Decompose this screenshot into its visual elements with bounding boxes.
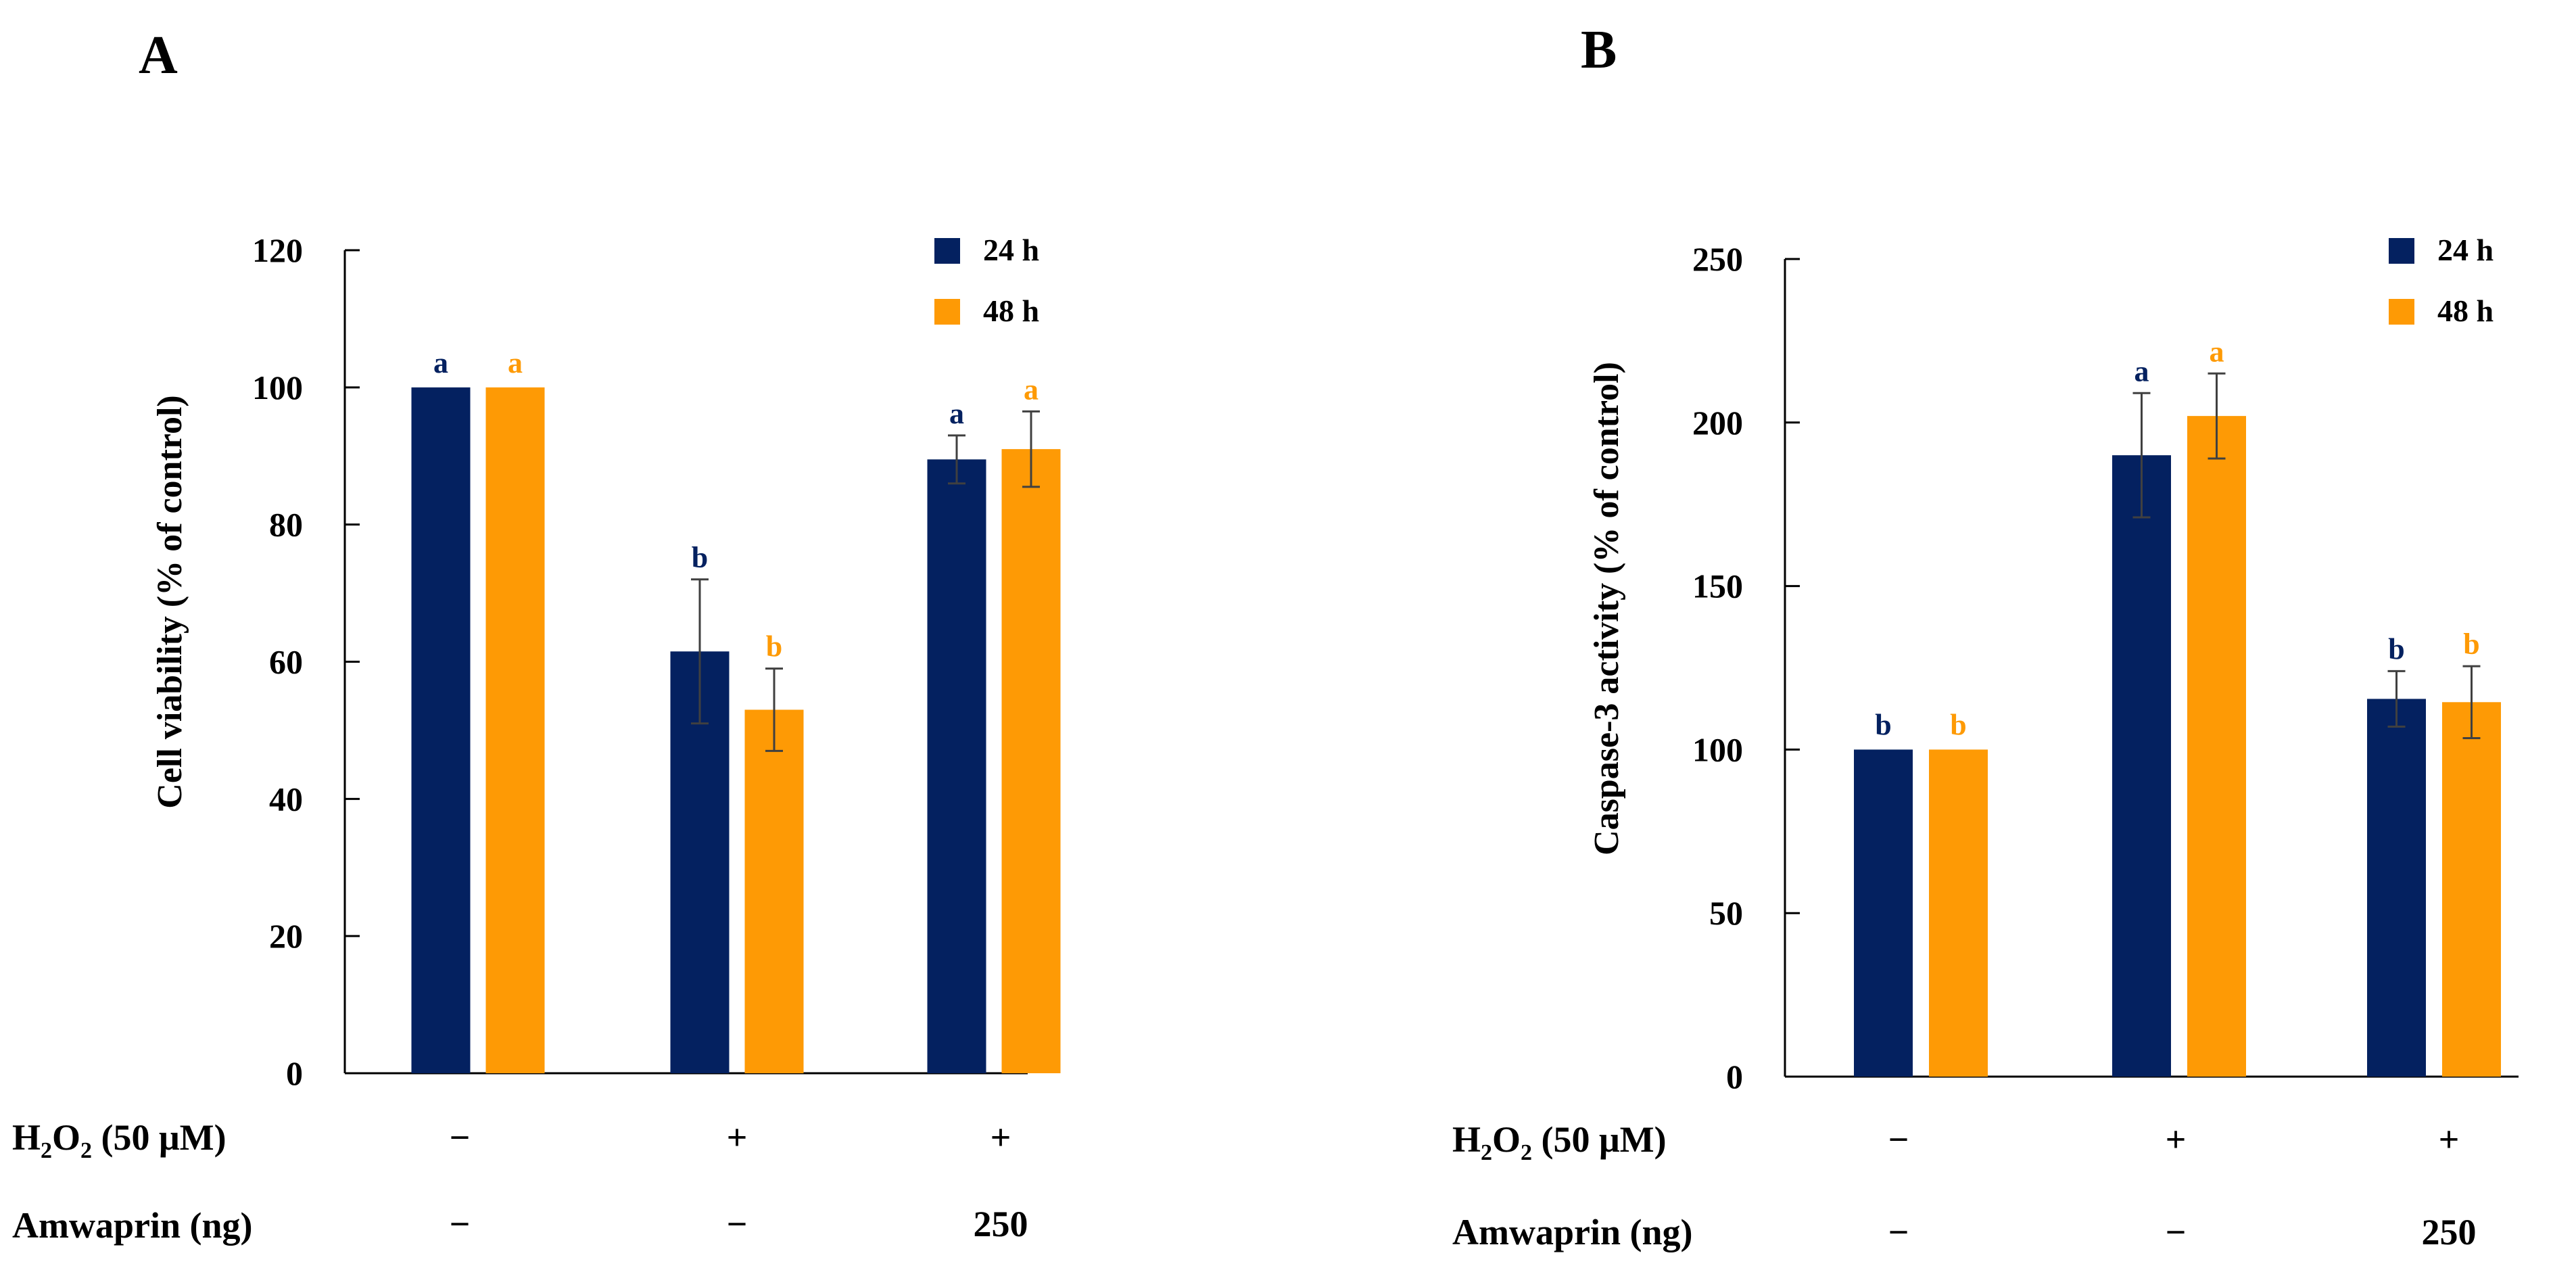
panel-b-significance-letter: b xyxy=(2463,628,2479,661)
panel-a-significance-letter: b xyxy=(766,630,782,663)
panel-a-significance-letter: a xyxy=(1024,373,1039,406)
panel-b-significance-letter: b xyxy=(2388,632,2404,665)
panel-a-y-tick-label: 20 xyxy=(269,917,303,955)
panel-a-bar-48h-group1 xyxy=(485,387,545,1073)
panel-a-amwaprin-value: − xyxy=(727,1204,748,1244)
panel-b-amwaprin-value: − xyxy=(1888,1212,1909,1252)
panel-b-legend-swatch-24h xyxy=(2389,238,2414,264)
panel-b-legend-swatch-48h xyxy=(2389,299,2414,325)
panel-a-amwaprin-label: Amwaprin (ng) xyxy=(12,1205,253,1246)
panel-a-y-tick-label: 80 xyxy=(269,506,303,544)
panel-a-h2o2-label: H2O2 (50 μM) xyxy=(12,1117,226,1163)
panel-b-amwaprin-value: 250 xyxy=(2422,1212,2477,1252)
panel-b-y-tick-label: 50 xyxy=(1709,894,1743,932)
panel-a-significance-letter: b xyxy=(692,541,708,574)
panel-a-legend-swatch-48h xyxy=(934,299,960,325)
panel-b-y-tick-label: 150 xyxy=(1692,567,1743,605)
panel-a-h2o2-value: − xyxy=(450,1117,471,1158)
panel-b-y-tick-label: 200 xyxy=(1692,404,1743,442)
panel-b-h2o2-label: H2O2 (50 μM) xyxy=(1452,1119,1667,1165)
panel-a-y-tick-label: 40 xyxy=(269,780,303,818)
panel-a-significance-letter: a xyxy=(949,397,964,430)
panel-a-y-axis-label: Cell viability (% of control) xyxy=(151,395,189,808)
panel-b-letter: B xyxy=(1581,20,1617,80)
panel-a-letter: A xyxy=(139,26,178,85)
panel-a-significance-letter: a xyxy=(508,346,523,379)
panel-a-h2o2-value: + xyxy=(727,1117,748,1158)
panel-b-y-tick-label: 250 xyxy=(1692,240,1743,278)
panel-b-y-tick-label: 0 xyxy=(1726,1058,1743,1096)
panel-a-y-tick-label: 120 xyxy=(252,231,303,269)
panel-a-legend-swatch-24h xyxy=(934,238,960,264)
panel-a-bar-24h-group1 xyxy=(411,387,471,1073)
panel-b-bar-48h-group3 xyxy=(2442,702,2501,1077)
panel-b-significance-letter: a xyxy=(2134,354,2149,388)
panel-b-bar-48h-group2 xyxy=(2187,416,2246,1077)
panel-a-amwaprin-value: 250 xyxy=(974,1204,1028,1244)
panel-a-y-tick-label: 100 xyxy=(252,369,303,406)
panel-b-h2o2-value: − xyxy=(1888,1119,1909,1160)
panel-b-bar-24h-group1 xyxy=(1854,749,1913,1077)
panel-b-h2o2-value: + xyxy=(2166,1119,2187,1160)
panel-a-y-tick-label: 60 xyxy=(269,643,303,681)
panel-b-legend-label: 24 h xyxy=(2437,233,2494,267)
panel-a-legend-label: 48 h xyxy=(983,293,1039,328)
panel-a-h2o2-value: + xyxy=(991,1117,1011,1158)
panel-a-significance-letter: a xyxy=(433,346,448,379)
panel-b-y-axis-label: Caspase-3 activity (% of control) xyxy=(1588,362,1626,855)
panel-a-y-tick-label: 0 xyxy=(286,1054,303,1092)
panel-b-amwaprin-label: Amwaprin (ng) xyxy=(1452,1212,1693,1252)
panel-a-bar-24h-group3 xyxy=(927,459,986,1073)
panel-b-bar-24h-group2 xyxy=(2112,455,2171,1077)
panel-b-legend-label: 48 h xyxy=(2437,293,2494,328)
panel-a-amwaprin-value: − xyxy=(450,1204,471,1244)
panel-b-significance-letter: a xyxy=(2210,335,2224,368)
panel-b-amwaprin-value: − xyxy=(2166,1212,2187,1252)
panel-b-significance-letter: b xyxy=(1875,708,1891,741)
panel-a-bar-48h-group3 xyxy=(1001,449,1061,1073)
panel-b-bar-24h-group3 xyxy=(2367,699,2426,1077)
panel-a-legend-label: 24 h xyxy=(983,233,1039,267)
panel-b-y-tick-label: 100 xyxy=(1692,730,1743,768)
panel-a-bar-48h-group2 xyxy=(744,709,804,1073)
panel-b-h2o2-value: + xyxy=(2439,1119,2460,1160)
panel-b-significance-letter: b xyxy=(1950,708,1966,741)
chart-marks: 0 20 40 60 80 100 120 a b a a b a 24 h 48 h − + + − − 250 0 50… xyxy=(252,231,2519,1252)
panel-b-bar-48h-group1 xyxy=(1929,749,1988,1077)
